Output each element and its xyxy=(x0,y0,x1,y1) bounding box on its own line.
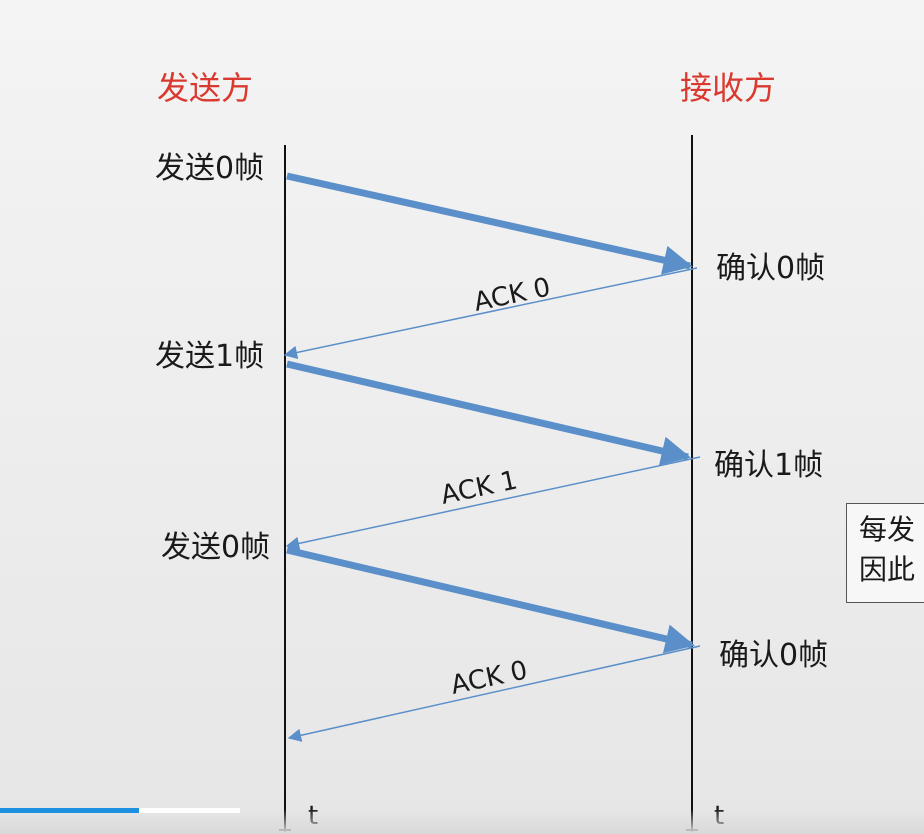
receiver-title: 接收方 xyxy=(680,69,776,107)
confirm-label-3: 确认0帧 xyxy=(719,638,828,673)
video-buffer-bar xyxy=(139,808,240,813)
ack-label-3: ACK 0 xyxy=(448,655,530,700)
data-frame-arrow-1 xyxy=(286,172,693,275)
data-frame-arrow-3 xyxy=(286,546,695,654)
send-label-1: 发送0帧 xyxy=(155,151,264,186)
note-box: 每发 因此 xyxy=(846,503,924,603)
video-progress-fill xyxy=(0,808,139,813)
data-frame-arrow-2 xyxy=(286,360,691,466)
confirm-label-1: 确认0帧 xyxy=(716,251,825,286)
ack-arrow-1 xyxy=(283,267,698,360)
ack-arrow-2 xyxy=(285,456,701,551)
send-label-3: 发送0帧 xyxy=(161,530,270,565)
send-label-2: 发送1帧 xyxy=(155,339,264,374)
note-line-2: 因此 xyxy=(859,553,916,586)
ack-arrow-3 xyxy=(287,645,701,742)
note-line-1: 每发 xyxy=(859,513,916,546)
sender-title: 发送方 xyxy=(157,69,253,107)
ack-label-1: ACK 0 xyxy=(471,272,553,317)
video-progress-track[interactable] xyxy=(0,809,924,834)
confirm-label-2: 确认1帧 xyxy=(714,448,823,483)
